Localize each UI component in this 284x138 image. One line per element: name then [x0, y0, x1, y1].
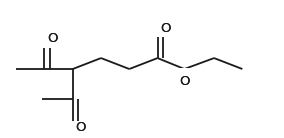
Text: O: O	[160, 22, 171, 34]
Text: O: O	[76, 121, 86, 134]
Text: O: O	[160, 22, 171, 34]
Text: O: O	[47, 32, 58, 45]
Bar	[67, 121, 84, 137]
Text: O: O	[47, 32, 58, 45]
Text: O: O	[76, 121, 86, 134]
Bar	[152, 21, 169, 37]
Bar	[39, 32, 56, 48]
Bar	[176, 68, 193, 84]
Text: O: O	[179, 75, 190, 88]
Text: O: O	[179, 75, 190, 88]
